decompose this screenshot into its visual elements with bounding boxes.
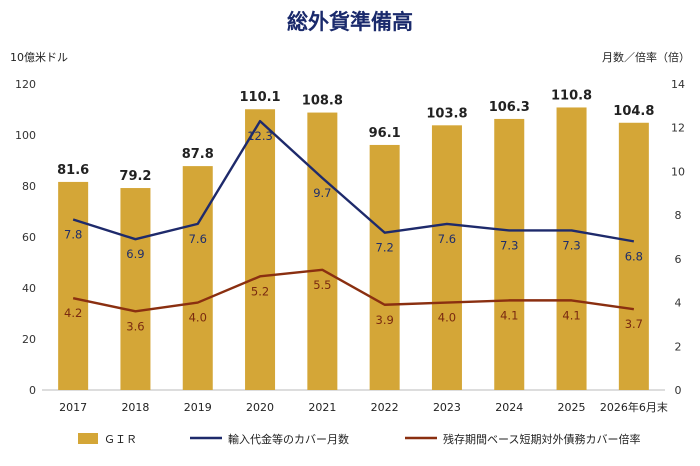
- short-debt-cover-value: 4.1: [500, 308, 518, 322]
- gir-bar: [369, 144, 400, 390]
- import-cover-path: [72, 119, 635, 243]
- short-debt-cover-line: 4.2 3.6 4.0 5.2 5.5 3.9 4.0 4.1 4.1 3.7: [64, 268, 643, 333]
- gir-bars: [58, 107, 649, 391]
- left-axis-ticks: 0 20 40 60 80 100 120: [15, 78, 36, 397]
- gir-bar: [182, 166, 213, 390]
- gir-bar: [58, 181, 89, 390]
- x-category-label: 2026年6月末: [600, 400, 668, 414]
- short-debt-cover-path: [72, 268, 635, 313]
- gir-bar: [618, 122, 649, 390]
- gir-bar: [494, 118, 525, 390]
- gir-bar: [245, 109, 276, 391]
- left-tick-label: 60: [22, 231, 36, 244]
- x-axis-categories: 2017 2018 2019 2020 2021 2022 2023 2024 2025 2026…: [59, 400, 668, 414]
- right-tick-label: 8: [675, 209, 682, 222]
- gir-bar: [556, 107, 587, 391]
- import-cover-value: 6.9: [126, 247, 144, 261]
- legend: ＧＩＲ 輸入代金等のカバー月数 残存期間ベース短期対外債務カバー倍率: [78, 432, 640, 446]
- x-category-label: 2023: [433, 401, 461, 414]
- x-category-label: 2018: [121, 401, 149, 414]
- legend-short-debt-cover-label: 残存期間ベース短期対外債務カバー倍率: [443, 432, 640, 446]
- gir-bar-value: 110.8: [551, 88, 592, 103]
- import-cover-value: 9.7: [313, 186, 331, 200]
- left-tick-label: 0: [29, 384, 36, 397]
- import-cover-value: 7.2: [376, 241, 394, 255]
- legend-gir-swatch: [78, 433, 98, 444]
- right-tick-label: 4: [675, 297, 682, 310]
- gir-bar-value: 79.2: [119, 169, 151, 184]
- left-tick-label: 80: [22, 180, 36, 193]
- gir-bar: [307, 112, 338, 390]
- x-category-label: 2022: [371, 401, 399, 414]
- legend-import-cover-label: 輸入代金等のカバー月数: [228, 432, 349, 446]
- import-cover-value: 7.6: [438, 232, 456, 246]
- gir-bar-labels: 81.6 79.2 87.8 110.1 108.8 96.1 103.8 106.3 110.…: [57, 88, 654, 184]
- gir-bar-value: 96.1: [369, 126, 401, 141]
- legend-gir-label: ＧＩＲ: [104, 433, 137, 446]
- x-category-label: 2020: [246, 401, 274, 414]
- x-category-label: 2017: [59, 401, 87, 414]
- import-cover-line: 7.8 6.9 7.6 12.3 9.7 7.2 7.6 7.3 7.3 6.8: [64, 119, 643, 263]
- left-tick-label: 120: [15, 78, 36, 91]
- import-cover-value: 6.8: [625, 249, 643, 263]
- right-tick-label: 6: [675, 253, 682, 266]
- right-axis-unit: 月数／倍率（倍）: [602, 50, 690, 64]
- x-category-label: 2021: [308, 401, 336, 414]
- right-tick-label: 12: [671, 122, 685, 135]
- left-tick-label: 20: [22, 333, 36, 346]
- gir-bar-value: 106.3: [489, 100, 530, 115]
- right-tick-label: 10: [671, 165, 685, 178]
- short-debt-cover-value: 4.0: [438, 311, 456, 325]
- x-category-label: 2025: [558, 401, 586, 414]
- short-debt-cover-value: 5.5: [313, 278, 331, 292]
- chart-title: 総外貨準備高: [287, 10, 413, 34]
- right-tick-label: 0: [675, 384, 682, 397]
- gir-bar-value: 103.8: [426, 106, 467, 121]
- right-axis-ticks: 0 2 4 6 8 10 12 14: [671, 78, 685, 397]
- short-debt-cover-value: 4.2: [64, 306, 82, 320]
- short-debt-cover-value: 3.9: [376, 313, 394, 327]
- import-cover-value: 7.6: [189, 232, 207, 246]
- import-cover-value: 12.3: [247, 129, 273, 143]
- gir-bar: [120, 188, 151, 390]
- short-debt-cover-value: 3.6: [126, 319, 144, 333]
- left-axis-unit: 10億米ドル: [10, 51, 68, 64]
- x-category-label: 2024: [495, 401, 523, 414]
- gir-bar-value: 81.6: [57, 163, 89, 178]
- left-tick-label: 100: [15, 129, 36, 142]
- gir-bar-value: 104.8: [613, 104, 654, 119]
- right-tick-label: 2: [675, 340, 682, 353]
- gir-bar: [431, 125, 462, 390]
- short-debt-cover-value: 4.0: [189, 311, 207, 325]
- import-cover-value: 7.8: [64, 228, 82, 242]
- gir-bar-value: 87.8: [182, 147, 214, 162]
- short-debt-cover-value: 4.1: [562, 308, 580, 322]
- gir-bar-value: 108.8: [302, 94, 343, 109]
- import-cover-value: 7.3: [500, 238, 518, 252]
- short-debt-cover-value: 3.7: [625, 317, 643, 331]
- import-cover-value: 7.3: [562, 238, 580, 252]
- right-tick-label: 14: [671, 78, 685, 91]
- short-debt-cover-value: 5.2: [251, 284, 269, 298]
- gir-bar-value: 110.1: [239, 90, 280, 105]
- left-tick-label: 40: [22, 282, 36, 295]
- x-category-label: 2019: [184, 401, 212, 414]
